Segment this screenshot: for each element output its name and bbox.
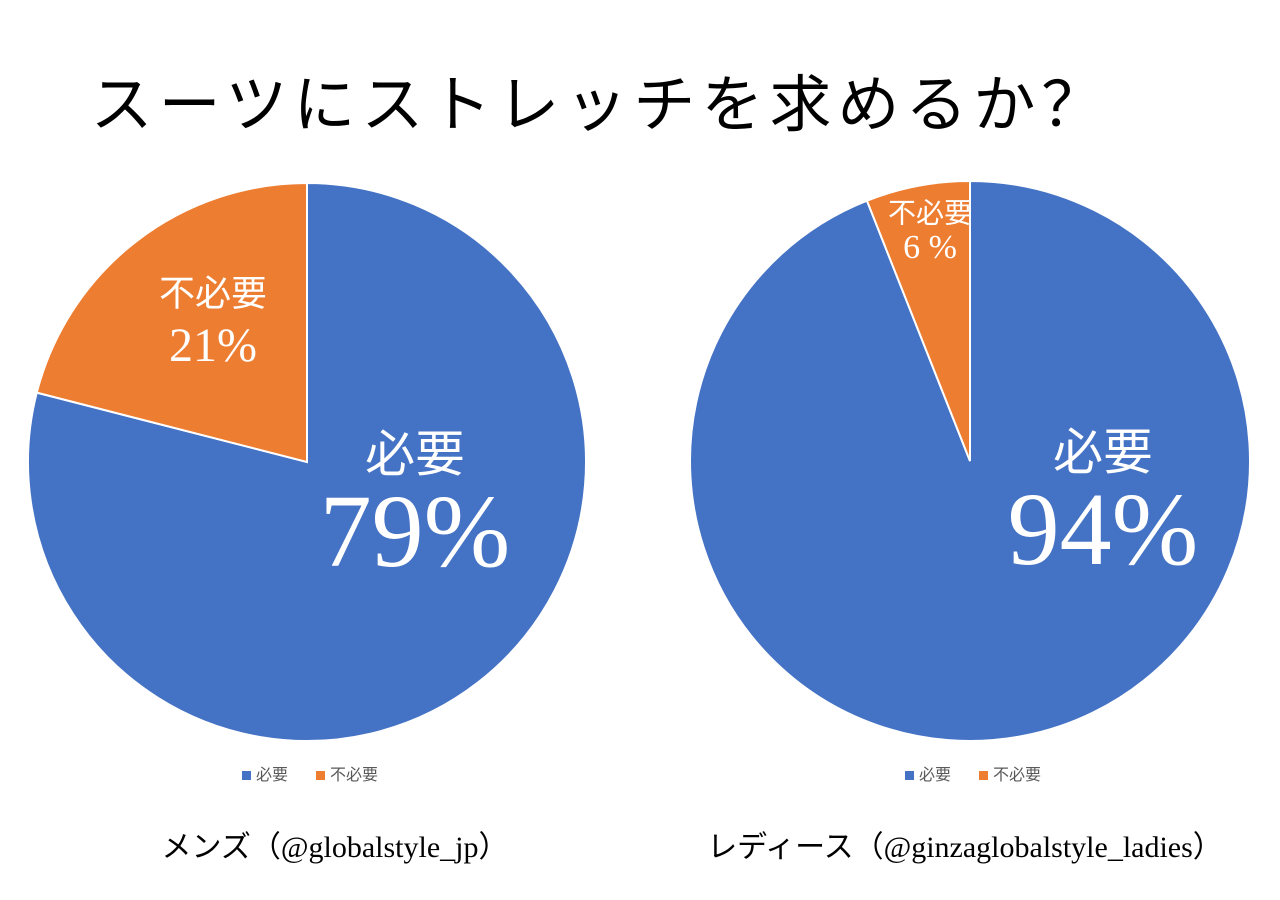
legend-label: 不必要 [993,766,1041,784]
pie-slice [35,181,308,464]
pie-slice [27,181,587,742]
value-label: 6 % [903,229,957,266]
value-label: 79% [320,474,511,589]
pie-slice [865,179,971,462]
page-title: スーツにストレッチを求めるか？ [91,72,1110,140]
chart-caption: レディース（@ginzaglobalstyle_ladies） [707,831,1223,864]
legend-label: 必要 [919,766,951,784]
chart-caption: メンズ（@globalstyle_jp） [161,831,508,864]
slice-label: 不必要 [888,197,972,229]
legend-marker [905,771,914,780]
slice-label: 不必要 [159,273,267,313]
slice-label: 必要 [1053,424,1153,480]
legend-marker [316,771,325,780]
value-label: 94% [1008,472,1199,587]
legend-marker [979,771,988,780]
value-label: 21% [169,319,257,372]
legend-label: 必要 [256,766,288,784]
legend-marker [242,771,251,780]
slice-label: 必要 [365,426,465,482]
legend-label: 不必要 [330,766,378,784]
